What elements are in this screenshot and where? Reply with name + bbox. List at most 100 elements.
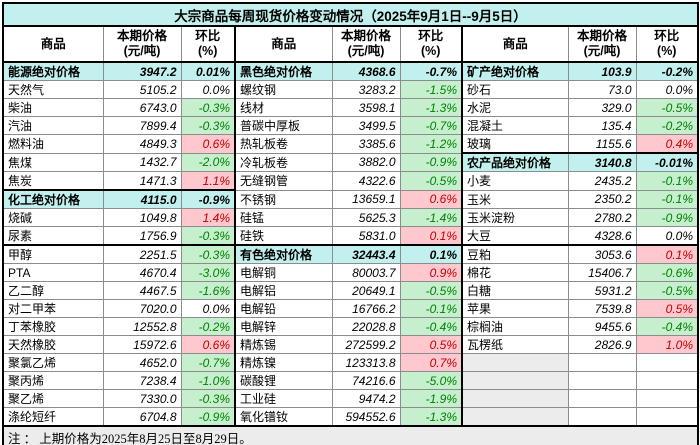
change-cell — [635, 353, 699, 372]
commodity-cell: 棕榈油 — [461, 317, 569, 336]
change-cell: 0.1% — [399, 244, 463, 264]
price-cell: 3598.1 — [331, 98, 401, 117]
commodity-cell — [461, 389, 569, 408]
price-cell: 7539.8 — [567, 299, 637, 318]
change-cell: 0.0% — [180, 80, 236, 99]
price-cell: 103.9 — [567, 61, 637, 81]
change-cell: 0.1% — [635, 244, 699, 264]
commodity-cell: 热轧板卷 — [234, 134, 333, 154]
table-row: 柴油 6743.0 -0.3% 线材 3598.1 -1.3% 水泥 329.0 -0.5% — [2, 98, 699, 117]
commodity-cell: 聚乙烯 — [2, 389, 104, 408]
change-cell: -1.4% — [399, 208, 463, 227]
table-row: 尿素 1756.9 -0.3% 硅铁 5831.0 0.1% 大豆 4328.6 0.0% — [2, 226, 699, 246]
price-cell: 3947.2 — [102, 61, 182, 81]
table-row: 聚丙烯 7238.4 -1.0% 碳酸锂 74216.6 -5.0% — [2, 371, 699, 390]
commodity-cell: 柴油 — [2, 98, 104, 117]
price-cell: 5105.2 — [102, 80, 182, 99]
commodity-cell: 燃料油 — [2, 134, 104, 154]
commodity-cell: 丁苯橡胶 — [2, 317, 104, 336]
commodity-cell: PTA — [2, 263, 104, 282]
change-cell: 0.5% — [635, 299, 699, 318]
change-cell: -0.5% — [635, 281, 699, 300]
change-cell: -1.6% — [180, 281, 236, 300]
commodity-cell: 苹果 — [461, 299, 569, 318]
column-header-price-line1: 本期价格 — [116, 29, 167, 43]
price-cell: 4328.6 — [567, 226, 637, 246]
column-header-price-line1: 本期价格 — [340, 29, 391, 43]
change-cell: -0.3% — [180, 98, 236, 117]
commodity-cell: 碳酸锂 — [234, 371, 333, 390]
price-cell: 6704.8 — [102, 407, 182, 427]
column-header-commodity: 商品 — [234, 25, 333, 63]
price-cell: 1756.9 — [102, 226, 182, 246]
commodity-cell: 白糖 — [461, 281, 569, 300]
price-cell: 5831.0 — [331, 226, 401, 246]
change-cell: 0.6% — [180, 335, 236, 354]
change-cell: 0.01% — [180, 61, 236, 81]
change-cell: -0.9% — [180, 189, 236, 209]
price-cell: 80003.7 — [331, 263, 401, 282]
change-cell: -0.1% — [399, 299, 463, 318]
change-cell: -0.6% — [635, 263, 699, 282]
change-cell: 0.1% — [399, 226, 463, 246]
commodity-cell: 瓦楞纸 — [461, 335, 569, 354]
change-cell: 0.0% — [635, 226, 699, 246]
price-cell: 6743.0 — [102, 98, 182, 117]
table-row: 焦炭 1471.3 1.1% 无缝钢管 4322.6 -0.5% 小麦 2435.2 -0.1% — [2, 171, 699, 191]
change-cell: -1.3% — [399, 98, 463, 117]
change-cell: -0.1% — [635, 189, 699, 209]
commodity-cell: 水泥 — [461, 98, 569, 117]
commodity-cell: 混凝土 — [461, 116, 569, 135]
change-cell: 1.0% — [635, 335, 699, 354]
table-footer: 注 ： 上期价格为2025年8月25日至8月29日。 — [2, 425, 699, 445]
column-header-price-line2: (元/吨) — [123, 44, 161, 58]
commodity-cell: 焦煤 — [2, 152, 104, 172]
price-cell: 3053.6 — [567, 244, 637, 264]
change-cell: -0.2% — [180, 317, 236, 336]
commodity-cell — [461, 371, 569, 390]
commodity-cell: 乙二醇 — [2, 281, 104, 300]
price-cell: 9474.2 — [331, 389, 401, 408]
commodity-cell — [461, 353, 569, 372]
price-cell: 4467.5 — [102, 281, 182, 300]
footer-row: 注 ： 上期价格为2025年8月25日至8月29日。 — [2, 425, 699, 445]
page-title: 大宗商品每周现货价格变动情况（2025年9月1日--9月5日） — [2, 2, 699, 27]
price-cell: 3140.8 — [567, 152, 637, 172]
change-cell: -0.9% — [180, 407, 236, 427]
commodity-cell: 甲醇 — [2, 244, 104, 264]
change-cell: -0.2% — [635, 116, 699, 135]
column-header-commodity: 商品 — [461, 25, 569, 63]
change-cell: -1.5% — [399, 80, 463, 99]
table-row: 天然橡胶 15972.6 0.6% 精炼锡 272599.2 0.5% 瓦楞纸 2826.9 1… — [2, 335, 699, 354]
commodity-cell: 矿产绝对价格 — [461, 61, 569, 81]
price-cell: 7020.0 — [102, 299, 182, 318]
table-row: 甲醇 2251.5 -0.3% 有色绝对价格 32443.4 0.1% 豆粕 3053.6 0.… — [2, 244, 699, 264]
price-cell: 16766.2 — [331, 299, 401, 318]
price-cell: 4652.0 — [102, 353, 182, 372]
change-cell: 0.9% — [399, 263, 463, 282]
commodity-cell: 硅锰 — [234, 208, 333, 227]
commodity-cell: 不锈钢 — [234, 189, 333, 209]
price-cell: 5625.3 — [331, 208, 401, 227]
commodity-cell: 电解锌 — [234, 317, 333, 336]
price-cell: 123313.8 — [331, 353, 401, 372]
price-cell: 135.4 — [567, 116, 637, 135]
commodity-cell: 螺纹钢 — [234, 80, 333, 99]
column-header-price: 本期价格 (元/吨) — [567, 25, 637, 63]
price-cell: 9455.6 — [567, 317, 637, 336]
change-cell: -1.2% — [399, 134, 463, 154]
table-row: 涤纶短纤 6704.8 -0.9% 氧化镨钕 594552.6 -1.3% — [2, 407, 699, 427]
table-chrome: 大宗商品每周现货价格变动情况（2025年9月1日--9月5日） 商品 本期价格 … — [2, 2, 699, 63]
column-header-price: 本期价格 (元/吨) — [102, 25, 182, 63]
column-header-commodity: 商品 — [2, 25, 104, 63]
commodity-cell: 聚氯乙烯 — [2, 353, 104, 372]
commodity-cell: 农产品绝对价格 — [461, 152, 569, 172]
price-cell: 4368.6 — [331, 61, 401, 81]
change-cell: -0.01% — [635, 152, 699, 172]
change-cell: -0.3% — [180, 226, 236, 246]
commodity-cell: 电解铜 — [234, 263, 333, 282]
price-cell — [567, 353, 637, 372]
price-cell: 20649.1 — [331, 281, 401, 300]
column-header-price: 本期价格 (元/吨) — [331, 25, 401, 63]
price-cell: 7330.0 — [102, 389, 182, 408]
